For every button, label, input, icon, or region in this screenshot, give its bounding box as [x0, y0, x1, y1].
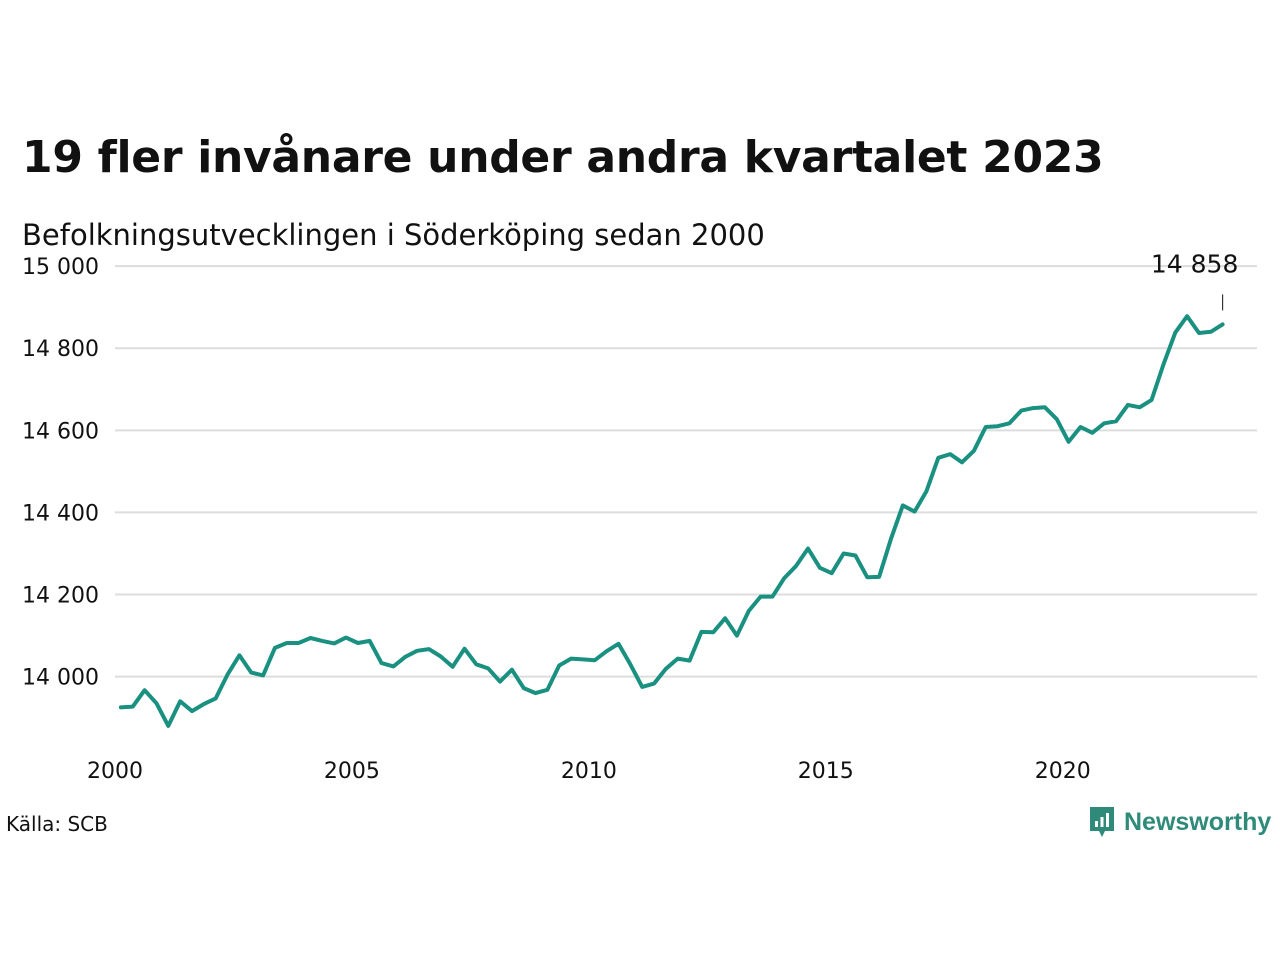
y-tick-label: 15 000	[22, 255, 99, 280]
brand-name: Newsworthy	[1124, 807, 1272, 836]
chart-title: 19 fler invånare under andra kvartalet 2…	[22, 132, 1104, 183]
x-tick-label: 2000	[87, 759, 143, 784]
annotation-value-label: 14 858	[1151, 249, 1238, 278]
gridlines	[115, 265, 1257, 678]
x-tick-label: 2020	[1035, 759, 1091, 784]
y-tick-label: 14 800	[22, 337, 99, 362]
y-tick-label: 14 600	[22, 419, 99, 444]
y-tick-label: 14 400	[22, 501, 99, 526]
x-tick-label: 2010	[561, 759, 617, 784]
series-line	[118, 314, 1225, 728]
y-tick-label: 14 200	[22, 584, 99, 609]
source-label: Källa: SCB	[6, 812, 108, 836]
chart-subtitle: Befolkningsutvecklingen i Söderköping se…	[22, 218, 765, 252]
newsworthy-logo-icon	[1090, 807, 1114, 837]
x-axis-tick-labels: 2000 2005 2010 2015 2020	[87, 759, 1091, 784]
y-axis-tick-labels: 14 000 14 200 14 400 14 600 14 800 15 000	[22, 255, 99, 691]
x-tick-label: 2005	[324, 759, 380, 784]
newsworthy-logo: Newsworthy	[1088, 804, 1271, 840]
y-tick-label: 14 000	[22, 666, 99, 691]
x-tick-label: 2015	[798, 759, 854, 784]
